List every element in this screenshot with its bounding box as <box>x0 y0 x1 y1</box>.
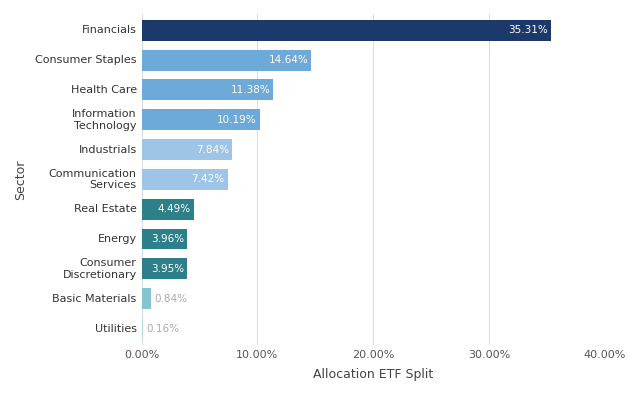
Bar <box>141 229 188 250</box>
Bar <box>141 169 228 190</box>
Bar <box>141 139 232 160</box>
Y-axis label: Sector: Sector <box>14 159 27 199</box>
Bar <box>141 20 550 41</box>
X-axis label: Allocation ETF Split: Allocation ETF Split <box>313 368 433 381</box>
Text: 14.64%: 14.64% <box>269 55 308 65</box>
Text: 10.19%: 10.19% <box>217 115 257 125</box>
Text: 3.95%: 3.95% <box>151 264 184 274</box>
Text: 7.84%: 7.84% <box>196 145 230 154</box>
Bar <box>141 109 260 130</box>
Bar <box>141 79 273 100</box>
Bar <box>141 199 193 220</box>
Text: 4.49%: 4.49% <box>157 204 191 214</box>
Bar <box>141 288 151 309</box>
Bar <box>141 50 311 71</box>
Text: 7.42%: 7.42% <box>191 175 225 184</box>
Text: 0.84%: 0.84% <box>154 294 188 304</box>
Text: 0.16%: 0.16% <box>147 324 179 333</box>
Text: 35.31%: 35.31% <box>508 25 548 35</box>
Bar <box>141 258 188 279</box>
Text: 3.96%: 3.96% <box>152 234 184 244</box>
Text: 11.38%: 11.38% <box>231 85 271 95</box>
Bar <box>141 318 143 339</box>
